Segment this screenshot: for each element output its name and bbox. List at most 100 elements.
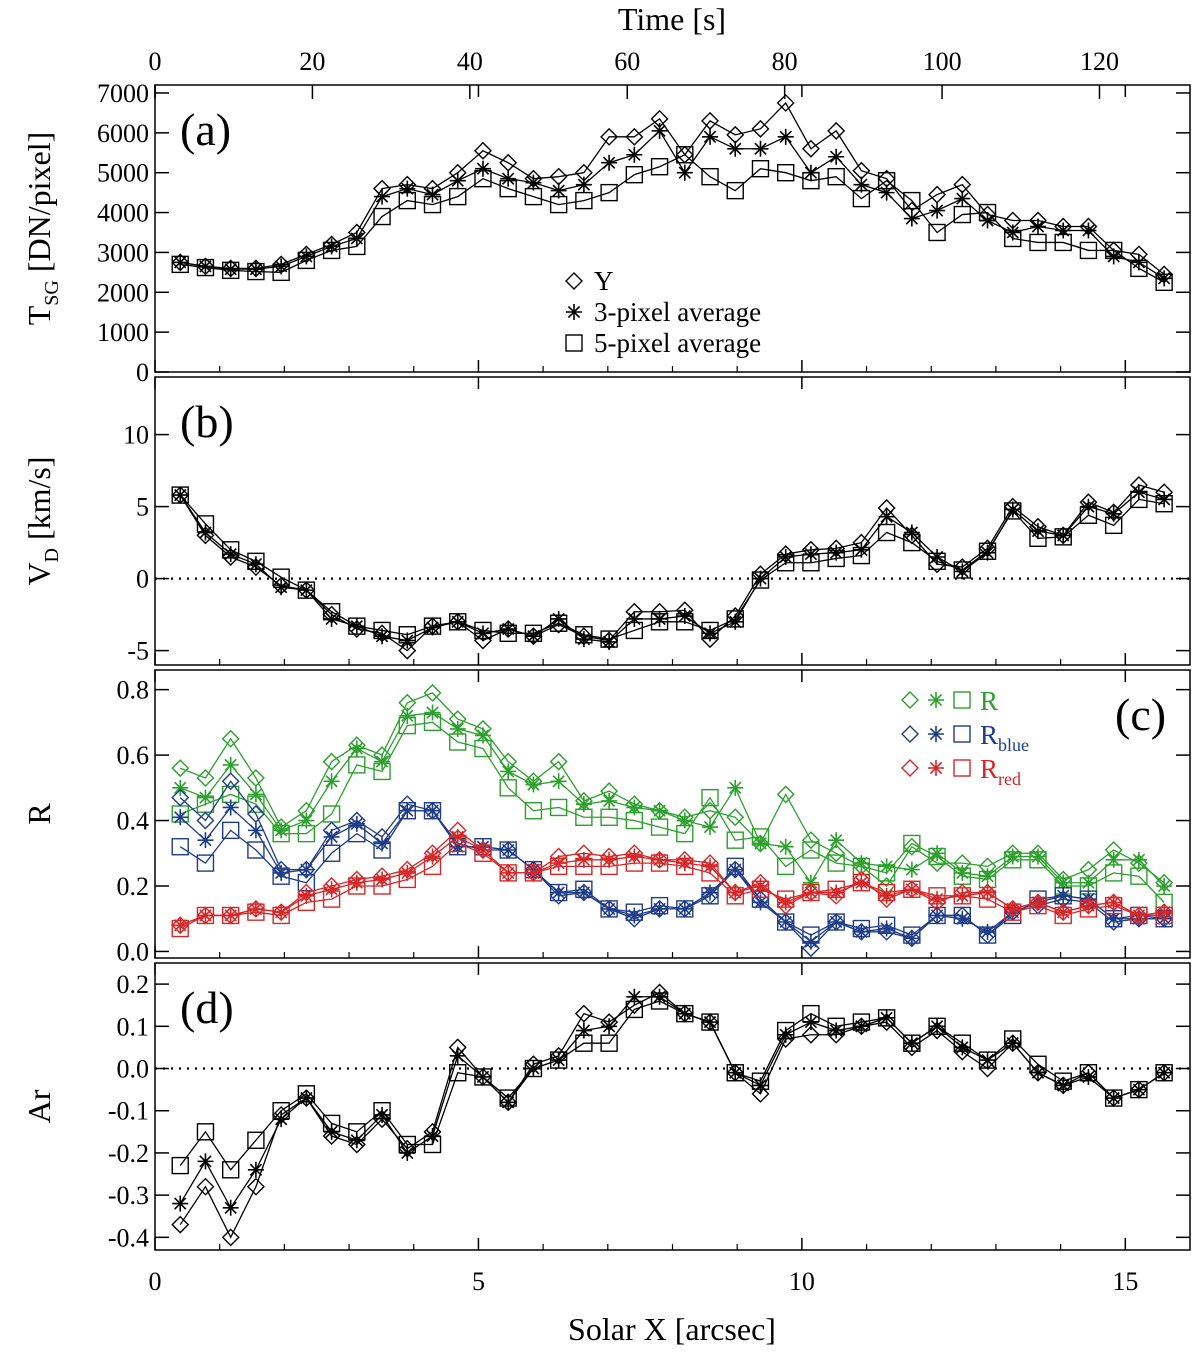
data-point xyxy=(1054,233,1072,252)
data-point xyxy=(650,818,669,836)
y-tick-label: 0.2 xyxy=(117,872,150,901)
series-line xyxy=(179,711,1165,887)
data-point xyxy=(1055,1077,1072,1094)
data-point xyxy=(701,1013,719,1031)
data-point xyxy=(878,184,895,201)
data-point xyxy=(726,1064,744,1082)
data-point xyxy=(221,1228,240,1247)
data-point xyxy=(676,812,693,829)
data-point xyxy=(600,857,618,876)
data-point xyxy=(903,861,920,878)
data-point xyxy=(953,1034,971,1052)
data-point xyxy=(399,180,416,197)
data-point xyxy=(751,828,770,846)
data-point xyxy=(423,713,442,732)
data-point xyxy=(374,628,391,645)
data-point xyxy=(247,900,264,917)
data-point xyxy=(928,847,946,866)
data-point xyxy=(171,919,189,938)
data-point xyxy=(549,883,568,902)
data-point xyxy=(373,877,391,895)
legend-label: Rblue xyxy=(980,720,1029,755)
panel-label: (a) xyxy=(180,104,231,155)
data-point xyxy=(323,881,340,898)
data-point xyxy=(575,808,593,826)
data-point xyxy=(801,139,820,158)
data-point xyxy=(827,1025,846,1044)
data-point xyxy=(222,261,239,278)
y-tick-label: -0.4 xyxy=(108,1223,149,1252)
series-line xyxy=(179,842,1165,930)
data-point xyxy=(1079,241,1098,260)
data-point xyxy=(449,1047,466,1064)
data-point xyxy=(777,838,794,855)
data-point xyxy=(196,854,215,872)
data-point xyxy=(549,195,568,214)
data-point xyxy=(297,581,316,599)
data-point xyxy=(853,176,870,193)
y-tick-label: -0.2 xyxy=(108,1139,149,1168)
data-point xyxy=(196,1123,215,1141)
series-r-blue-square xyxy=(171,802,1173,944)
data-point xyxy=(902,837,921,856)
data-point xyxy=(802,874,819,891)
data-point xyxy=(348,877,366,895)
data-point xyxy=(1054,528,1072,546)
data-point xyxy=(424,704,441,721)
data-point xyxy=(549,798,568,817)
panels: 0 1000 2000 3000 4000 5000 6000 7000 (a) TSG [DN/… xyxy=(21,79,1191,1252)
data-point xyxy=(524,187,543,206)
data-point xyxy=(953,887,971,905)
series-r-square xyxy=(171,713,1173,912)
data-point xyxy=(676,608,693,625)
data-point xyxy=(424,848,441,865)
data-point xyxy=(702,128,719,145)
data-point xyxy=(1130,906,1148,925)
series-line xyxy=(180,129,1165,279)
data-point xyxy=(727,140,744,157)
data-point xyxy=(801,1025,820,1044)
series-line xyxy=(179,810,1165,936)
data-point xyxy=(827,121,846,140)
data-point xyxy=(298,861,315,878)
y-tick-label: 0.6 xyxy=(117,741,150,770)
data-point xyxy=(222,799,239,816)
data-point xyxy=(777,128,794,145)
data-point xyxy=(701,630,720,649)
data-point xyxy=(575,884,592,901)
data-point xyxy=(1155,1064,1173,1082)
data-point xyxy=(1130,867,1148,885)
data-point xyxy=(1156,270,1173,287)
data-point xyxy=(802,1004,820,1023)
data-point xyxy=(626,988,643,1005)
data-point xyxy=(272,1102,290,1120)
data-point xyxy=(626,848,643,865)
data-point xyxy=(575,176,592,193)
data-point xyxy=(676,613,694,631)
data-point xyxy=(853,1018,870,1035)
data-point xyxy=(347,1135,366,1154)
panel-label: (d) xyxy=(180,982,234,1033)
data-point xyxy=(651,900,668,917)
data-point xyxy=(979,544,996,561)
data-point xyxy=(1029,233,1047,252)
data-point xyxy=(575,626,593,644)
legend-marker xyxy=(901,759,919,777)
data-point xyxy=(877,171,896,190)
data-point xyxy=(322,241,341,260)
data-point xyxy=(1004,900,1021,917)
data-point xyxy=(297,1085,316,1103)
data-point xyxy=(1004,1030,1022,1048)
data-point xyxy=(752,878,769,894)
data-point xyxy=(1104,864,1123,882)
data-point xyxy=(273,904,290,921)
series-line xyxy=(179,692,1165,887)
data-point xyxy=(1055,222,1072,239)
data-point xyxy=(374,753,391,770)
data-point xyxy=(197,1153,214,1170)
data-point xyxy=(801,939,820,958)
data-point xyxy=(474,844,492,862)
data-point xyxy=(1105,851,1122,868)
data-point xyxy=(399,632,416,649)
data-point xyxy=(172,917,189,934)
